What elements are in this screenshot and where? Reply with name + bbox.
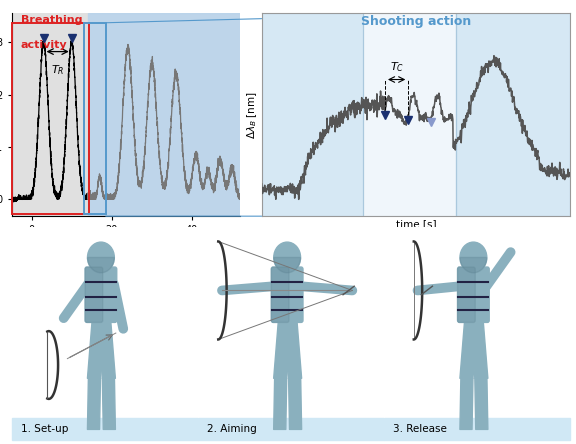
Text: activity: activity [21,40,67,50]
FancyBboxPatch shape [85,267,103,322]
Bar [88,13,244,216]
Text: 2. Aiming: 2. Aiming [207,424,257,434]
FancyBboxPatch shape [271,267,289,322]
Bar [84,23,106,214]
Wedge shape [460,258,487,273]
X-axis label: time [s]: time [s] [396,219,436,229]
Wedge shape [274,258,301,273]
FancyBboxPatch shape [85,267,117,322]
Circle shape [88,242,114,273]
Bar [384,418,570,440]
Y-axis label: $\Delta\lambda_B$ [nm]: $\Delta\lambda_B$ [nm] [245,91,259,139]
Bar [363,13,456,216]
FancyBboxPatch shape [457,267,475,322]
Text: Breathing: Breathing [21,16,82,25]
Circle shape [460,242,487,273]
Text: 1. Set-up: 1. Set-up [21,424,68,434]
Bar [456,13,570,216]
Text: Shooting action: Shooting action [361,16,471,28]
Bar [262,13,363,216]
Circle shape [274,242,301,273]
Bar [12,418,198,440]
Bar [12,23,89,214]
Text: $T_R$: $T_R$ [51,63,65,77]
FancyBboxPatch shape [271,267,303,322]
Text: $T_C$: $T_C$ [389,60,404,74]
Wedge shape [88,258,114,273]
X-axis label: time [s]: time [s] [105,238,146,248]
FancyBboxPatch shape [457,267,489,322]
Bar [198,418,384,440]
Text: 3. Release: 3. Release [393,424,447,434]
